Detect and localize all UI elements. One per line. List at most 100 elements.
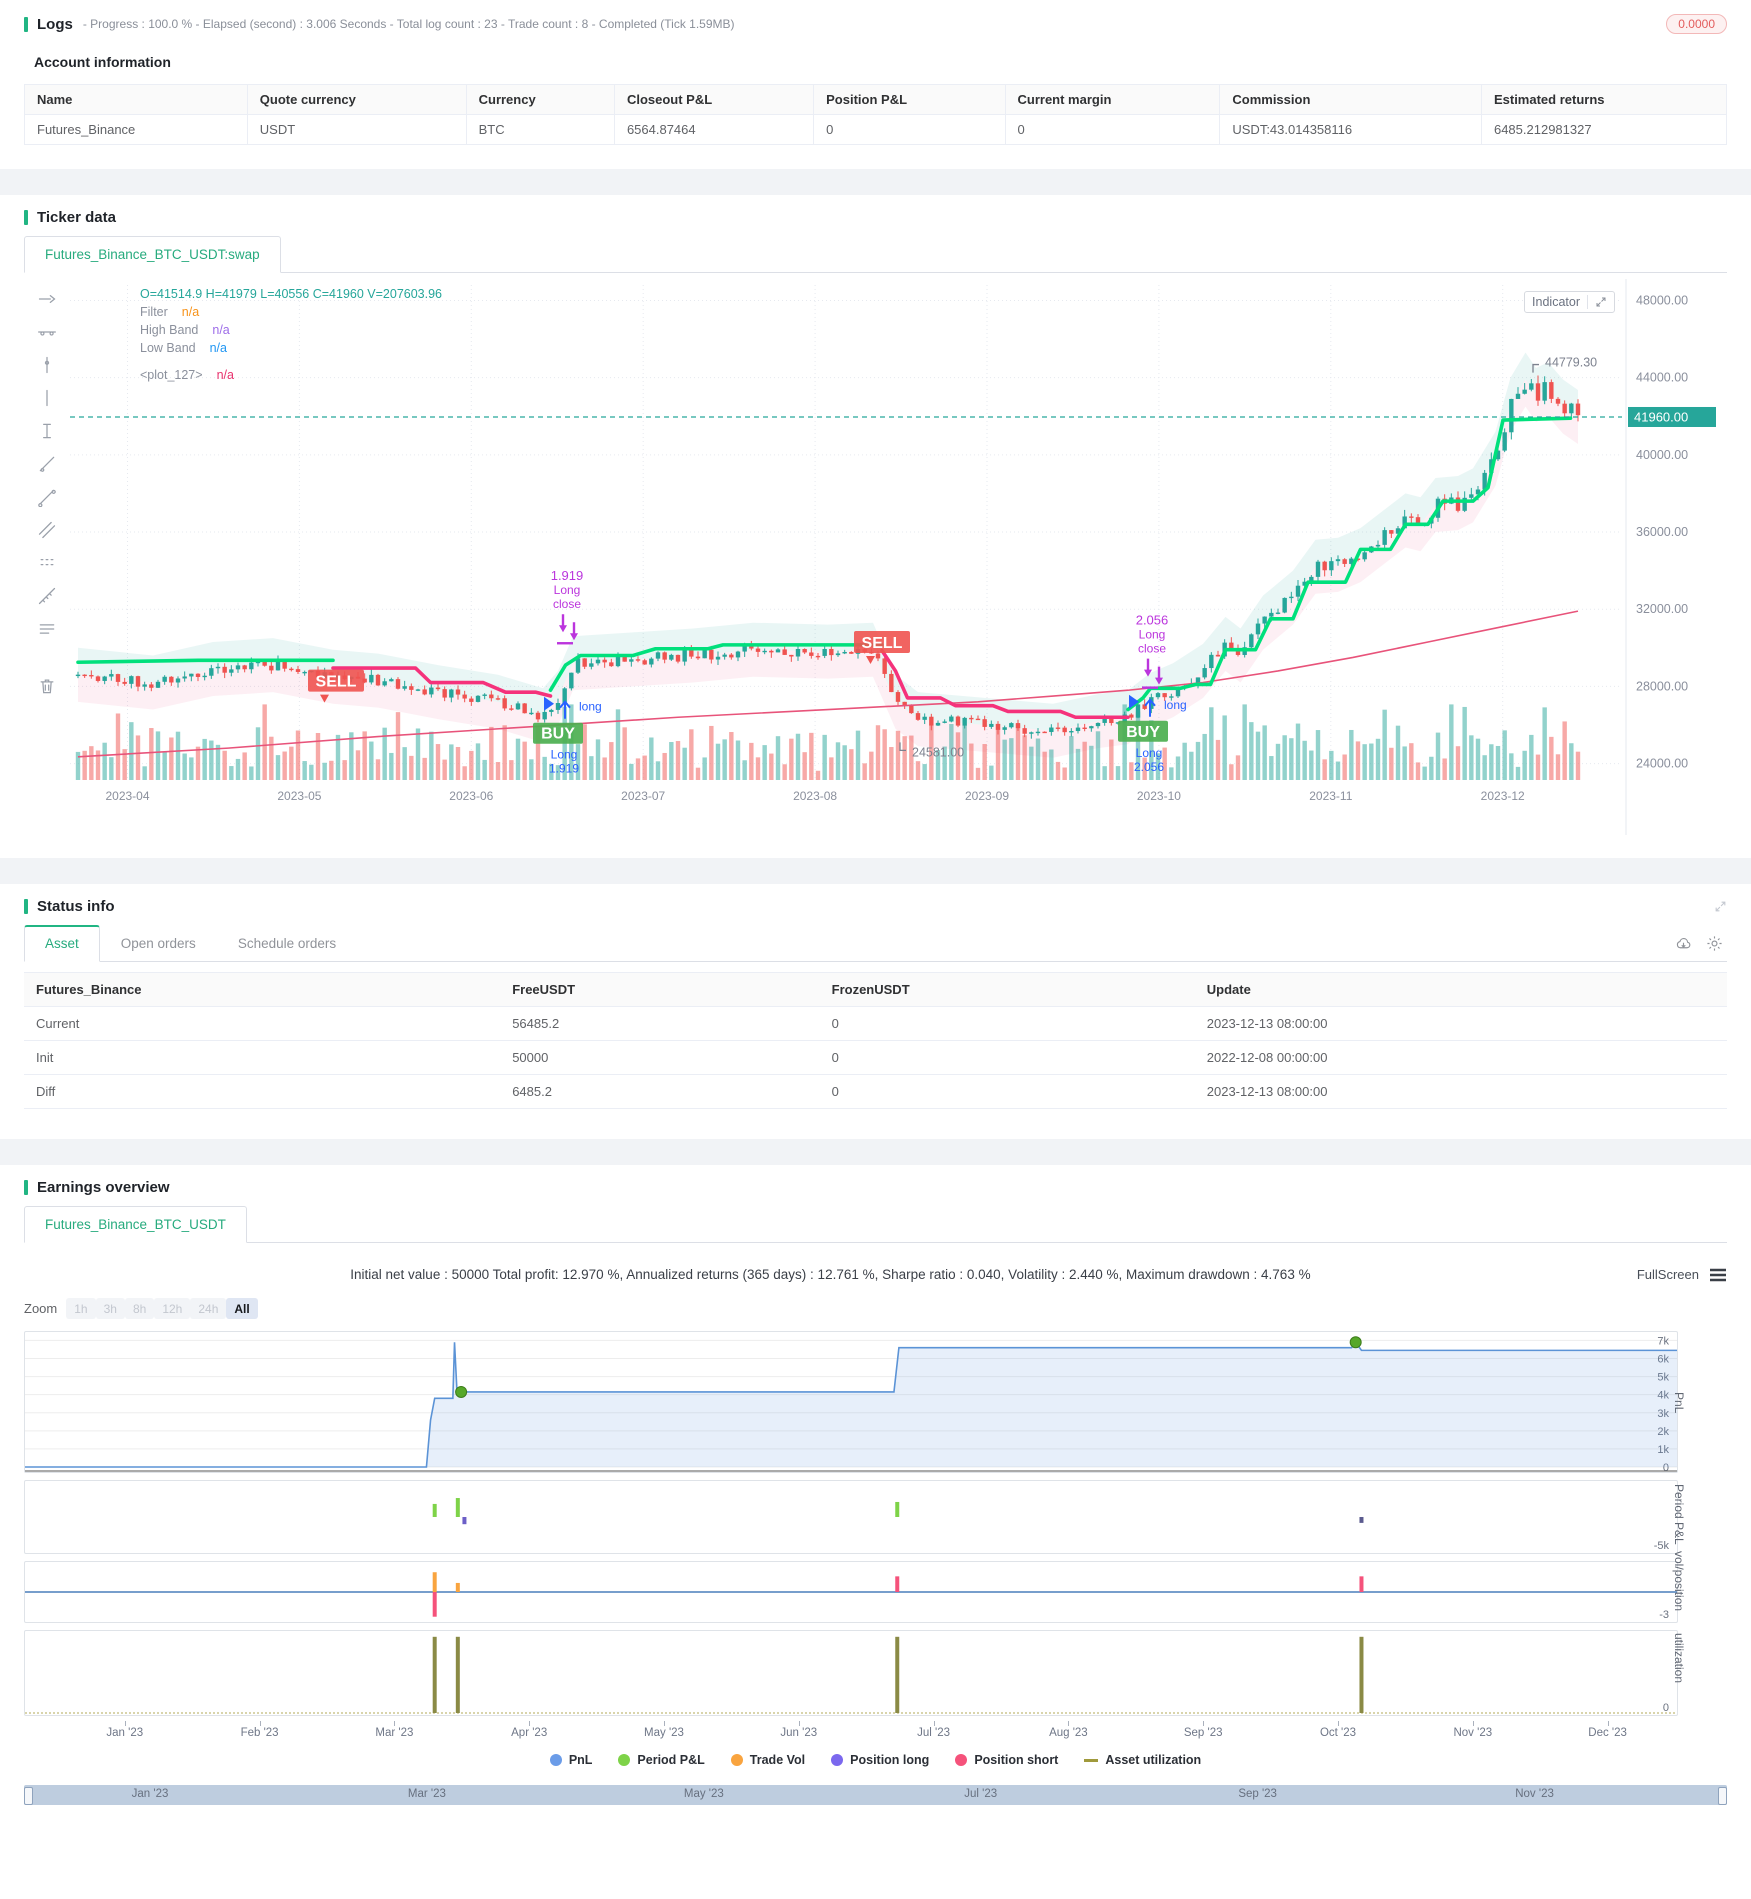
x-axis-label: 2023-04 xyxy=(105,789,149,803)
panel-axis-label: -3 xyxy=(1659,1609,1669,1621)
panel-bar xyxy=(432,1572,437,1592)
supertrend-down xyxy=(331,666,553,698)
delete-icon[interactable] xyxy=(37,676,57,696)
legend-dot xyxy=(831,1754,844,1766)
x-tick xyxy=(933,1721,935,1726)
legend-item-asset-utilization[interactable]: Asset utilization xyxy=(1084,1753,1201,1767)
zoom-button-all[interactable]: All xyxy=(226,1298,258,1319)
account-info-table: Name Quote currency Currency Closeout P&L Po… xyxy=(24,84,1728,145)
tab-ticker-symbol[interactable]: Futures_Binance_BTC_USDT:swap xyxy=(24,236,281,273)
panel-axis-label: 7k xyxy=(1657,1335,1669,1347)
account-cell: 6485.212981327 xyxy=(1480,114,1728,145)
svg-text:Long: Long xyxy=(1139,628,1166,642)
panel-axis-label: 0 xyxy=(1663,1702,1669,1714)
svg-text:Long: Long xyxy=(551,748,578,762)
pattern-dots-icon[interactable] xyxy=(37,553,57,573)
period-p-l-panel[interactable]: -5k xyxy=(24,1480,1678,1554)
svg-text:long: long xyxy=(579,700,602,714)
pnl-panel[interactable]: 7k 6k 5k 4k 3k 2k 1k 0 xyxy=(24,1331,1678,1473)
error-count-badge: 0.0000 xyxy=(1666,14,1727,34)
gear-icon[interactable] xyxy=(1706,935,1723,952)
pnl-marker-dot xyxy=(455,1385,468,1398)
earnings-chart[interactable]: 7k 6k 5k 4k 3k 2k 1k 0 -5k -3 0 Jan '23 Feb '23 Mar … xyxy=(24,1331,1727,1743)
x-tick xyxy=(394,1721,396,1726)
panel-bar xyxy=(455,1498,460,1517)
earnings-x-label: Feb '23 xyxy=(240,1727,279,1739)
panel-bar xyxy=(1359,1517,1364,1523)
supertrend-down xyxy=(880,648,1130,720)
legend-label: Asset utilization xyxy=(1105,1753,1202,1767)
tab-earnings-symbol[interactable]: Futures_Binance_BTC_USDT xyxy=(24,1206,247,1243)
volume-layer xyxy=(75,704,1581,780)
list-lines-icon[interactable] xyxy=(37,619,57,639)
zoom-button-8h[interactable]: 8h xyxy=(124,1298,155,1319)
y-axis-label: 44000.00 xyxy=(1636,371,1688,385)
trend-points-icon[interactable] xyxy=(37,487,57,507)
chart-navigator-scrollbar[interactable]: Jan '23 Mar '23 May '23 Jul '23 Sep '23 Nov '… xyxy=(24,1785,1727,1805)
navigator-month-label: Jul '23 xyxy=(964,1788,998,1800)
zoom-button-12h[interactable]: 12h xyxy=(154,1298,191,1319)
last-price-tag xyxy=(1628,406,1716,427)
collapse-icon[interactable] xyxy=(1714,900,1727,913)
asset-cell[interactable]: Current xyxy=(24,1006,501,1041)
utilization-panel[interactable]: 0 xyxy=(24,1630,1678,1716)
section-divider xyxy=(0,169,1751,195)
zoom-button-1h[interactable]: 1h xyxy=(66,1298,96,1319)
candlestick-chart-area[interactable]: O=41514.9 H=41979 L=40556 C=41960 V=2076… xyxy=(24,279,1727,840)
crosshair-icon[interactable] xyxy=(37,289,57,309)
fullscreen-button[interactable]: FullScreen xyxy=(1637,1267,1727,1282)
logs-section: Logs - Progress : 100.0 % - Elapsed (sec… xyxy=(0,0,1751,169)
legend-dot xyxy=(618,1754,631,1766)
price-annotation: 24581.00 xyxy=(912,745,964,759)
legend-label: PnL xyxy=(568,1753,593,1767)
legend-item-position-long[interactable]: Position long xyxy=(831,1753,929,1767)
earnings-x-label: Jul '23 xyxy=(917,1727,951,1739)
account-table-row: Futures_Binance USDT BTC 6564.87464 0 0 USDT:4… xyxy=(24,114,1728,145)
expand-icon[interactable] xyxy=(1595,296,1607,308)
trend-line-icon[interactable] xyxy=(37,454,57,474)
account-column-header: Quote currency xyxy=(246,84,467,115)
parallel-channel-icon[interactable] xyxy=(37,520,57,540)
navigator-left-handle[interactable] xyxy=(24,1787,33,1805)
navigator-right-handle[interactable] xyxy=(1718,1787,1727,1805)
account-column-header: Position P&L xyxy=(813,84,1006,115)
section-accent-bar xyxy=(24,210,28,225)
fullscreen-label: FullScreen xyxy=(1636,1267,1699,1282)
measure-icon[interactable] xyxy=(37,586,57,606)
indicator-button[interactable]: Indicator xyxy=(1524,291,1615,313)
legend-item-trade-vol[interactable]: Trade Vol xyxy=(730,1753,805,1767)
status-tab-icons xyxy=(1675,925,1727,961)
candlestick-chart-svg[interactable]: 2023-04 2023-05 2023-06 2023-07 2023-08 2023-… xyxy=(70,279,1727,835)
account-cell: 0 xyxy=(1004,114,1221,145)
panel-bar xyxy=(1359,1636,1364,1713)
y-axis-label: 40000.00 xyxy=(1636,448,1688,462)
zoom-button-3h[interactable]: 3h xyxy=(95,1298,125,1319)
zoom-controls: Zoom 1h 3h 8h 12h 24h All xyxy=(24,1298,1727,1319)
asset-table-row: Diff 6485.2 0 2023-12-13 08:00:00 xyxy=(24,1074,1727,1109)
svg-text:SELL: SELL xyxy=(862,635,903,652)
download-icon[interactable] xyxy=(1675,935,1692,952)
supertrend-up xyxy=(1126,416,1573,712)
tab-schedule-orders[interactable]: Schedule orders xyxy=(237,936,337,951)
legend-item-period-p-l[interactable]: Period P&L xyxy=(618,1753,705,1767)
account-info-heading: Account information xyxy=(34,54,171,70)
panel-bar xyxy=(895,1501,900,1517)
tab-open-orders[interactable]: Open orders xyxy=(120,936,196,951)
x-tick xyxy=(663,1721,665,1726)
section-divider xyxy=(0,1139,1751,1165)
zoom-button-24h[interactable]: 24h xyxy=(190,1298,227,1319)
panel-axis-label: 0 xyxy=(1663,1462,1669,1472)
menu-icon[interactable] xyxy=(1709,1268,1727,1282)
legend-item-pnl[interactable]: PnL xyxy=(549,1753,593,1767)
price-range-icon[interactable] xyxy=(37,421,57,441)
x-axis-label: 2023-10 xyxy=(1137,789,1181,803)
vertical-anchor-icon[interactable] xyxy=(37,355,57,375)
vertical-line-icon[interactable] xyxy=(37,388,57,408)
pnl-area xyxy=(25,1342,1677,1467)
vol-position-panel[interactable]: -3 xyxy=(24,1561,1678,1623)
horizontal-line-icon[interactable] xyxy=(37,322,57,342)
panel-bar xyxy=(895,1636,900,1713)
legend-item-position-short[interactable]: Position short xyxy=(955,1753,1058,1767)
tab-asset[interactable]: Asset xyxy=(24,925,100,962)
price-annotation: 44779.30 xyxy=(1545,356,1597,370)
